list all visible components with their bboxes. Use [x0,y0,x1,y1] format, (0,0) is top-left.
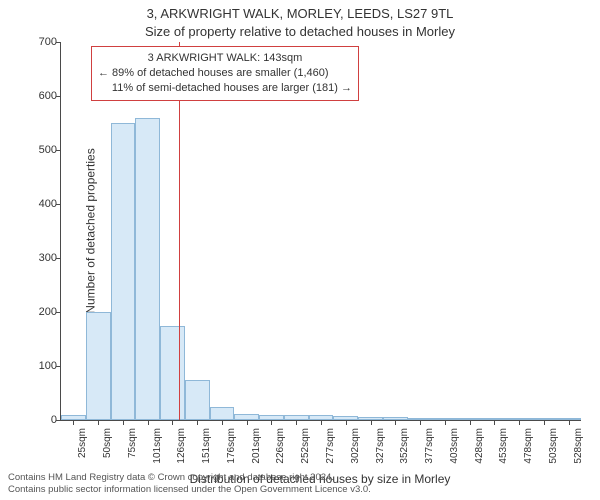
x-tick-label: 453sqm [498,428,509,464]
x-tick-label: 226sqm [275,428,286,464]
y-tick-label: 700 [39,36,57,48]
annotation-line: 3 ARKWRIGHT WALK: 143sqm [98,51,352,66]
y-tick-mark [56,96,61,97]
annotation-box: 3 ARKWRIGHT WALK: 143sqm← 89% of detache… [91,46,359,101]
x-tick-mark [222,420,223,425]
x-tick-label: 50sqm [102,428,113,458]
x-tick-mark [73,420,74,425]
x-tick-mark [494,420,495,425]
x-tick-label: 478sqm [523,428,534,464]
y-tick-mark [56,150,61,151]
x-tick-label: 403sqm [449,428,460,464]
histogram-bar [135,118,160,420]
chart-container: 3, ARKWRIGHT WALK, MORLEY, LEEDS, LS27 9… [0,0,600,500]
annotation-line: 11% of semi-detached houses are larger (… [98,81,352,96]
x-tick-mark [420,420,421,425]
y-tick-label: 300 [39,252,57,264]
x-tick-label: 528sqm [573,428,584,464]
histogram-bar [86,312,111,420]
x-tick-label: 327sqm [375,428,386,464]
x-tick-mark [470,420,471,425]
x-tick-mark [98,420,99,425]
x-tick-mark [519,420,520,425]
x-tick-label: 377sqm [424,428,435,464]
x-tick-label: 201sqm [251,428,262,464]
x-tick-label: 252sqm [300,428,311,464]
x-tick-mark [296,420,297,425]
y-tick-mark [56,312,61,313]
footer-line2: Contains public sector information licen… [8,484,371,496]
plot-area: 010020030040050060070025sqm50sqm75sqm101… [60,42,581,421]
histogram-bar [210,407,235,421]
x-tick-mark [569,420,570,425]
page-title-line1: 3, ARKWRIGHT WALK, MORLEY, LEEDS, LS27 9… [0,6,600,21]
x-tick-label: 352sqm [399,428,410,464]
y-tick-mark [56,366,61,367]
x-tick-mark [544,420,545,425]
x-tick-mark [321,420,322,425]
x-tick-label: 302sqm [350,428,361,464]
y-tick-mark [56,204,61,205]
x-tick-label: 75sqm [127,428,138,458]
y-tick-label: 200 [39,306,57,318]
x-tick-mark [197,420,198,425]
x-tick-mark [395,420,396,425]
x-tick-label: 503sqm [548,428,559,464]
x-tick-mark [148,420,149,425]
y-tick-mark [56,420,61,421]
footer-line1: Contains HM Land Registry data © Crown c… [8,472,371,484]
page-title-line2: Size of property relative to detached ho… [0,24,600,39]
x-tick-label: 428sqm [474,428,485,464]
x-tick-label: 151sqm [201,428,212,464]
x-tick-mark [247,420,248,425]
x-tick-mark [123,420,124,425]
y-tick-mark [56,258,61,259]
x-tick-mark [371,420,372,425]
x-tick-label: 25sqm [77,428,88,458]
footer-attribution: Contains HM Land Registry data © Crown c… [8,472,371,496]
y-tick-label: 500 [39,144,57,156]
y-tick-label: 400 [39,198,57,210]
x-tick-label: 101sqm [152,428,163,464]
x-tick-label: 176sqm [226,428,237,464]
x-tick-mark [346,420,347,425]
x-tick-mark [445,420,446,425]
annotation-line: ← 89% of detached houses are smaller (1,… [98,66,352,81]
histogram-bar [111,123,136,420]
x-tick-label: 126sqm [176,428,187,464]
x-tick-label: 277sqm [325,428,336,464]
x-tick-mark [271,420,272,425]
plot-wrap: Number of detached properties 0100200300… [60,42,580,420]
histogram-bar [185,380,210,421]
y-tick-label: 100 [39,360,57,372]
x-tick-mark [172,420,173,425]
y-tick-label: 600 [39,90,57,102]
histogram-bar [160,326,185,421]
y-tick-mark [56,42,61,43]
